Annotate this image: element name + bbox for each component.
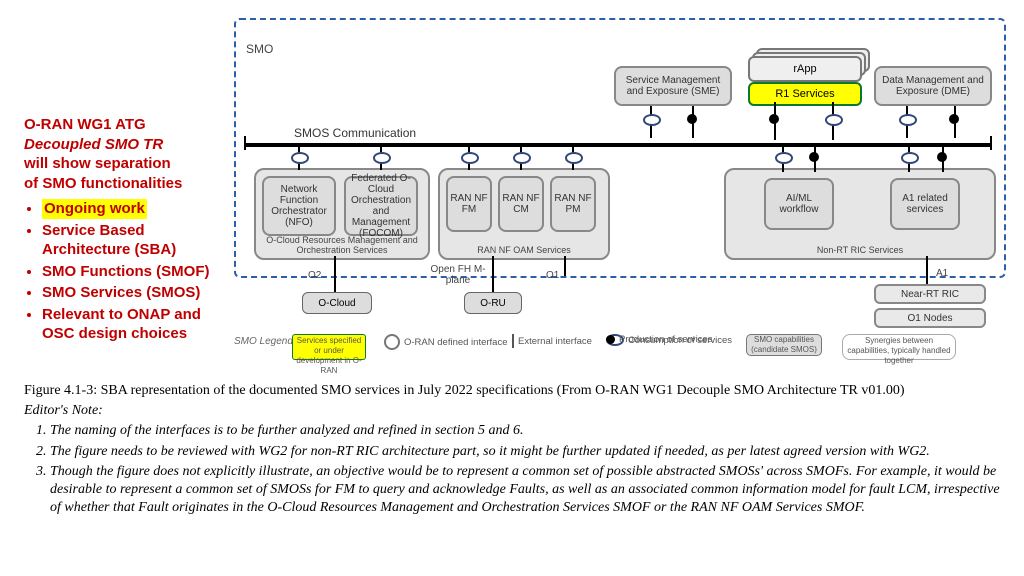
eye-r1 — [825, 114, 843, 126]
bus-tick-l — [244, 136, 246, 150]
legend: SMO Legend: Services specified or under … — [234, 334, 1004, 370]
conn-a1if — [926, 256, 928, 284]
eye-aiml — [775, 152, 793, 164]
left-line2: Decoupled SMO TR — [24, 135, 214, 155]
bullet-sba: Service Based Architecture (SBA) — [42, 221, 214, 260]
box-rapp: rApp — [748, 56, 862, 82]
bullet-smos: SMO Services (SMOS) — [42, 283, 214, 303]
eye-focom — [373, 152, 391, 164]
legend-oran-icon — [384, 334, 400, 350]
legend-cap-box: SMO capabilities (candidate SMOS) — [746, 334, 822, 356]
figure-caption-block: Figure 4.1-3: SBA representation of the … — [24, 382, 1012, 519]
label-openfh: Open FH M-plane — [430, 264, 486, 286]
editors-notes-list: The naming of the interfaces is to be fu… — [24, 422, 1012, 517]
left-bullets: Ongoing work Service Based Architecture … — [24, 199, 214, 344]
box-fm: RAN NF FM — [446, 176, 492, 232]
editors-note-1: The naming of the interfaces is to be fu… — [50, 422, 1012, 440]
dot-aiml — [809, 152, 819, 162]
eye-nfo — [291, 152, 309, 164]
legend-title: SMO Legend: — [234, 336, 296, 347]
box-a1rel: A1 related services — [890, 178, 960, 230]
eye-pm — [565, 152, 583, 164]
editors-note-3: Though the figure does not explicitly il… — [50, 463, 1012, 518]
left-line4: of SMO functionalities — [24, 174, 214, 194]
box-dme: Data Management and Exposure (DME) — [874, 66, 992, 106]
legend-oran-text: O-RAN defined interface — [404, 337, 508, 348]
box-near-rt-ric: Near-RT RIC — [874, 284, 986, 304]
legend-swatch-spec: Services specified or under development … — [292, 334, 366, 360]
eye-fm — [461, 152, 479, 164]
editors-note-2: The figure needs to be reviewed with WG2… — [50, 443, 1012, 461]
box-r1-services: R1 Services — [748, 82, 862, 106]
legend-ext-icon — [512, 334, 514, 348]
legend-ext-text: External interface — [518, 336, 592, 347]
smos-bus — [244, 143, 992, 147]
eye-a1 — [901, 152, 919, 164]
box-oru: O-RU — [464, 292, 522, 314]
dot-r1a — [769, 114, 779, 124]
left-heading-block: O-RAN WG1 ATG Decoupled SMO TR will show… — [24, 115, 214, 346]
eye-sme — [643, 114, 661, 126]
conn-o1 — [564, 256, 566, 276]
label-o1: O1 — [546, 270, 559, 281]
editors-note-title: Editor's Note: — [24, 402, 1012, 420]
box-pm: RAN NF PM — [550, 176, 596, 232]
box-o1-nodes: O1 Nodes — [874, 308, 986, 328]
figure-caption: Figure 4.1-3: SBA representation of the … — [24, 382, 1012, 400]
conn-openfh — [492, 256, 494, 292]
left-line1: O-RAN WG1 ATG — [24, 115, 214, 135]
box-cm: RAN NF CM — [498, 176, 544, 232]
eye-dme — [899, 114, 917, 126]
box-focom: Federated O-Cloud Orchestration and Mana… — [344, 176, 418, 236]
bullet-smof: SMO Functions (SMOF) — [42, 262, 214, 282]
bus-label: SMOS Communication — [294, 126, 416, 140]
bullet-ongoing: Ongoing work — [42, 199, 214, 219]
conn-o2 — [334, 256, 336, 292]
label-a1if: A1 — [936, 268, 948, 279]
box-ocloud-lower: O-Cloud — [302, 292, 372, 314]
legend-prod-text: Production of services — [619, 334, 712, 345]
dot-dme — [949, 114, 959, 124]
smo-label: SMO — [246, 42, 273, 56]
eye-cm — [513, 152, 531, 164]
bus-tick-r — [990, 136, 992, 150]
legend-syn-box: Synergies between capabilities, typicall… — [842, 334, 956, 360]
bullet-onap: Relevant to ONAP and OSC design choices — [42, 305, 214, 344]
legend-prod-icon — [606, 335, 615, 344]
box-aiml: AI/ML workflow — [764, 178, 834, 230]
smo-diagram: SMO SMOS Communication Service Managemen… — [234, 18, 1004, 320]
dot-a1 — [937, 152, 947, 162]
dot-sme — [687, 114, 697, 124]
box-nfo: Network Function Orchestrator (NFO) — [262, 176, 336, 236]
label-o2: O2 — [308, 270, 321, 281]
left-line3: will show separation — [24, 154, 214, 174]
box-sme: Service Management and Exposure (SME) — [614, 66, 732, 106]
